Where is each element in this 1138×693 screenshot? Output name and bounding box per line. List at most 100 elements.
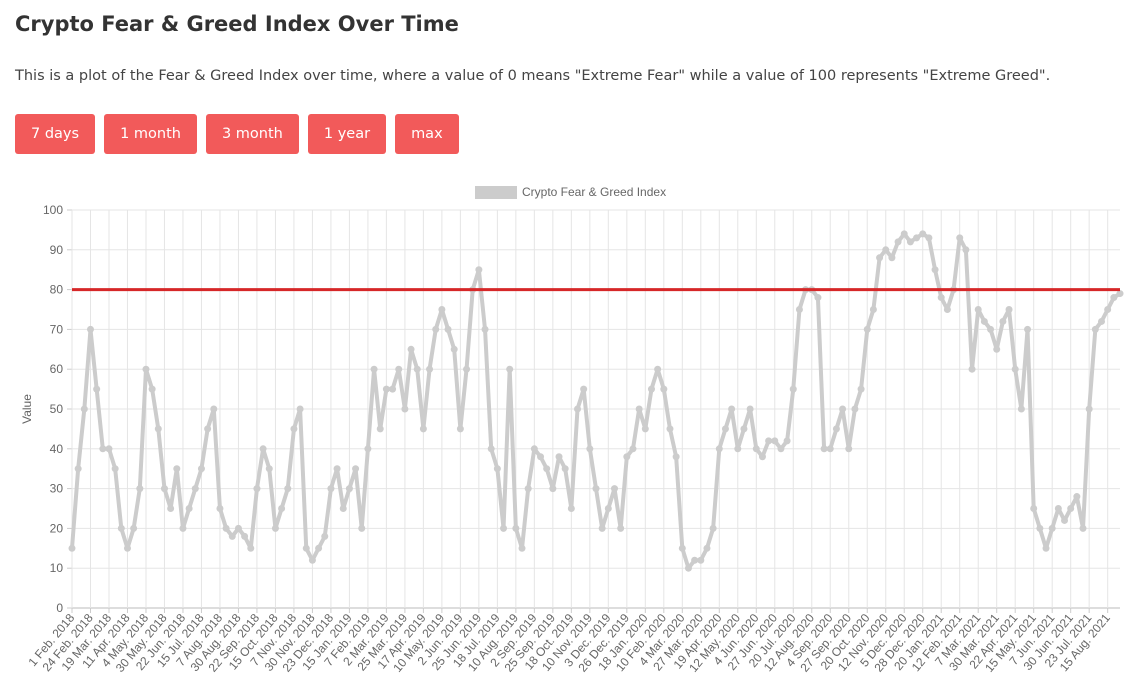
data-point — [444, 325, 452, 333]
data-point — [1036, 524, 1044, 532]
data-point — [1116, 290, 1124, 298]
data-point — [111, 465, 119, 473]
data-point — [752, 445, 760, 453]
y-tick-label: 10 — [50, 561, 64, 575]
data-point — [1054, 505, 1062, 512]
range-button[interactable]: 1 year — [307, 114, 387, 154]
data-point — [968, 365, 976, 373]
data-point — [1017, 405, 1025, 413]
data-point — [524, 485, 532, 493]
data-point — [1085, 405, 1093, 413]
data-point — [623, 453, 631, 461]
data-point — [635, 405, 643, 413]
data-point — [327, 485, 335, 493]
y-tick-label: 60 — [50, 362, 64, 376]
data-point — [1005, 306, 1013, 313]
data-point — [419, 425, 427, 433]
data-point — [1042, 544, 1050, 552]
data-point — [900, 230, 908, 238]
legend-label: Crypto Fear & Greed Index — [522, 185, 666, 199]
data-point — [105, 445, 113, 453]
data-point — [265, 465, 273, 473]
data-point — [160, 485, 168, 493]
data-point — [937, 294, 945, 302]
data-point — [740, 425, 748, 433]
data-point — [278, 505, 286, 512]
data-point — [191, 485, 199, 493]
data-point — [709, 524, 717, 532]
data-point — [117, 524, 125, 532]
data-point — [173, 465, 181, 473]
data-point — [857, 385, 865, 393]
data-point — [549, 485, 557, 493]
data-point — [974, 306, 982, 313]
data-point — [197, 465, 205, 473]
data-point — [604, 505, 612, 512]
range-button[interactable]: 7 days — [15, 114, 96, 154]
data-point — [74, 465, 82, 473]
data-point — [389, 385, 397, 393]
data-point — [148, 385, 156, 393]
y-axis-label: Value — [20, 394, 34, 424]
data-point — [993, 345, 1001, 353]
data-point — [407, 345, 415, 353]
data-point — [376, 425, 384, 433]
data-point — [684, 564, 692, 572]
data-point — [919, 230, 927, 238]
data-point — [80, 405, 88, 413]
data-point — [154, 425, 162, 433]
data-point — [567, 505, 575, 512]
range-buttons: 7 days 1 month 3 month 1 year max — [15, 114, 459, 154]
data-point — [432, 325, 440, 333]
page-title: Crypto Fear & Greed Index Over Time — [15, 12, 459, 36]
data-point — [561, 465, 569, 473]
data-point — [820, 445, 828, 453]
data-point — [284, 485, 292, 493]
legend-swatch — [475, 186, 517, 199]
data-point — [746, 405, 754, 413]
data-point — [987, 325, 995, 333]
data-point — [426, 365, 434, 373]
data-point — [315, 544, 323, 552]
data-point — [216, 505, 224, 512]
data-point — [598, 524, 606, 532]
data-point — [543, 465, 551, 473]
data-point — [586, 445, 594, 453]
data-point — [1067, 505, 1075, 512]
data-point — [450, 345, 458, 353]
range-button[interactable]: 1 month — [104, 114, 197, 154]
data-point — [530, 445, 538, 453]
data-point — [641, 425, 649, 433]
data-point — [86, 325, 94, 333]
data-point — [925, 234, 933, 242]
data-point — [888, 254, 896, 262]
data-point — [555, 453, 563, 461]
data-point — [210, 405, 218, 413]
data-point — [352, 465, 360, 473]
data-point — [610, 485, 618, 493]
data-point — [1073, 493, 1081, 501]
data-point — [1104, 306, 1112, 313]
data-point — [179, 524, 187, 532]
data-point — [999, 317, 1007, 325]
data-point — [1091, 325, 1099, 333]
data-point — [271, 524, 279, 532]
data-point — [691, 556, 699, 564]
y-tick-label: 40 — [50, 442, 64, 456]
data-point — [851, 405, 859, 413]
data-point — [506, 365, 514, 373]
data-point — [771, 437, 779, 445]
data-point — [438, 306, 446, 313]
y-tick-label: 100 — [43, 203, 63, 217]
data-point — [204, 425, 212, 433]
data-point — [247, 544, 255, 552]
data-point — [783, 437, 791, 445]
data-point — [500, 524, 508, 532]
data-point — [832, 425, 840, 433]
data-point — [654, 365, 662, 373]
range-button[interactable]: max — [395, 114, 459, 154]
data-point — [234, 524, 242, 532]
range-button[interactable]: 3 month — [205, 114, 299, 154]
data-point — [703, 544, 711, 552]
